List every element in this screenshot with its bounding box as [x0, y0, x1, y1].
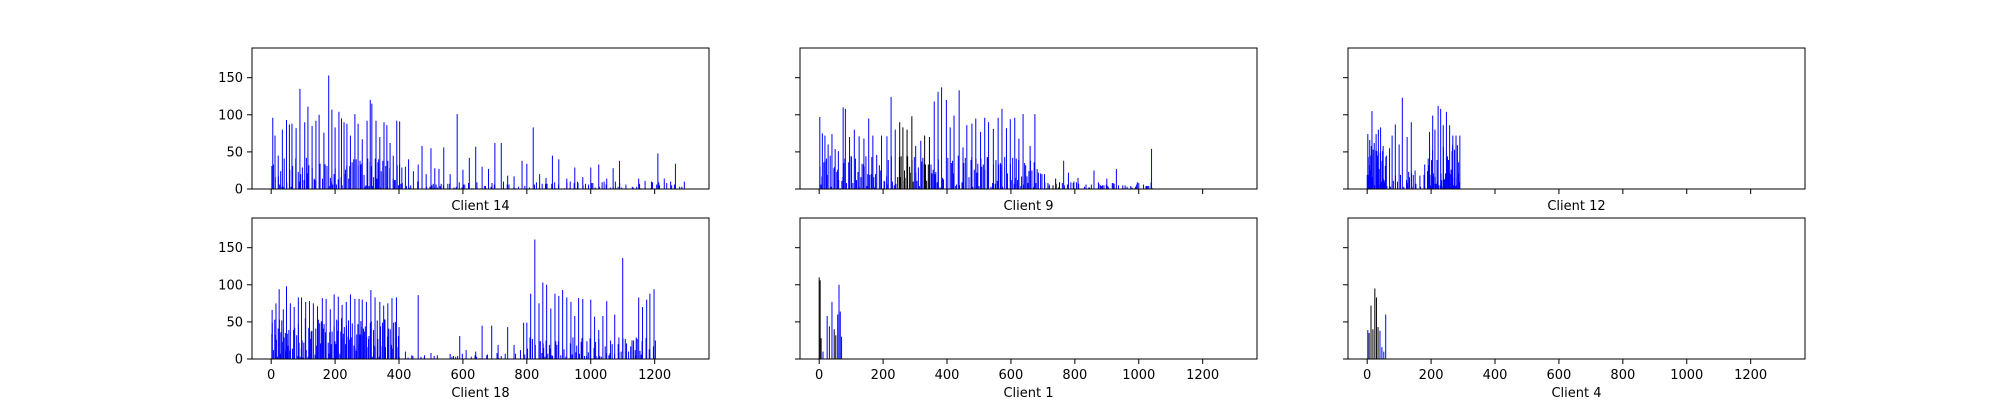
- x-tick-label: 1000: [1670, 368, 1703, 383]
- y-tick-label: 0: [235, 183, 243, 198]
- x-tick-label: 600: [1547, 368, 1572, 383]
- panel-client-4: 0 200 400 600 800 1000 1200 Client 4: [1343, 217, 1806, 400]
- axes-frame: [251, 47, 710, 190]
- y-tick-label: 150: [218, 241, 243, 256]
- x-axis-label: Client 9: [1003, 199, 1053, 214]
- x-axis-label: Client 4: [1551, 386, 1601, 400]
- x-tick-label: 200: [871, 368, 896, 383]
- bars-group: [819, 87, 1153, 189]
- panel-client-12: Client 12: [1343, 47, 1806, 214]
- panel-client-18: 0 200 400 600 800 1000 1200 0 50 100 150 Client 18: [218, 217, 710, 400]
- x-tick-label: 400: [1483, 368, 1508, 383]
- y-tick-label: 50: [226, 145, 243, 160]
- y-tick-label: 50: [226, 315, 243, 330]
- panel-client-9: Client 9: [795, 47, 1258, 214]
- x-tick-label: 600: [451, 368, 476, 383]
- x-tick-label: 800: [1062, 368, 1087, 383]
- y-tick-label: 100: [218, 278, 243, 293]
- x-tick-label: 1200: [1186, 368, 1219, 383]
- bars-group: [1366, 97, 1461, 189]
- x-tick-label: 400: [387, 368, 412, 383]
- bars-group: [1367, 288, 1387, 359]
- x-tick-label: 1000: [1122, 368, 1155, 383]
- panels-group: 0 50 100 150 Client 14 Client 9 Client 12 0 200 4…: [218, 47, 1806, 400]
- panel-client-14: 0 50 100 150 Client 14: [218, 47, 710, 214]
- bars-group: [271, 239, 656, 359]
- x-axis-label: Client 12: [1547, 199, 1605, 214]
- y-tick-label: 150: [218, 71, 243, 86]
- axes-frame: [251, 217, 710, 360]
- x-tick-label: 200: [1419, 368, 1444, 383]
- y-tick-label: 100: [218, 108, 243, 123]
- axes-frame: [1347, 217, 1806, 360]
- x-tick-label: 0: [815, 368, 823, 383]
- x-axis-label: Client 1: [1003, 386, 1053, 400]
- axes-frame: [799, 47, 1258, 190]
- x-tick-label: 0: [1363, 368, 1371, 383]
- x-tick-label: 1000: [574, 368, 607, 383]
- x-tick-label: 600: [999, 368, 1024, 383]
- axes-frame: [799, 217, 1258, 360]
- x-tick-label: 800: [514, 368, 539, 383]
- panel-client-1: 0 200 400 600 800 1000 1200 Client 1: [795, 217, 1258, 400]
- x-axis-label: Client 14: [451, 199, 509, 214]
- y-tick-label: 0: [235, 353, 243, 368]
- axes-frame: [1347, 47, 1806, 190]
- x-tick-label: 400: [935, 368, 960, 383]
- x-tick-label: 200: [323, 368, 348, 383]
- x-tick-label: 0: [267, 368, 275, 383]
- x-tick-label: 800: [1610, 368, 1635, 383]
- x-axis-label: Client 18: [451, 386, 509, 400]
- bars-group: [271, 75, 685, 189]
- bars-group: [818, 277, 843, 359]
- x-tick-label: 1200: [638, 368, 671, 383]
- x-tick-label: 1200: [1734, 368, 1767, 383]
